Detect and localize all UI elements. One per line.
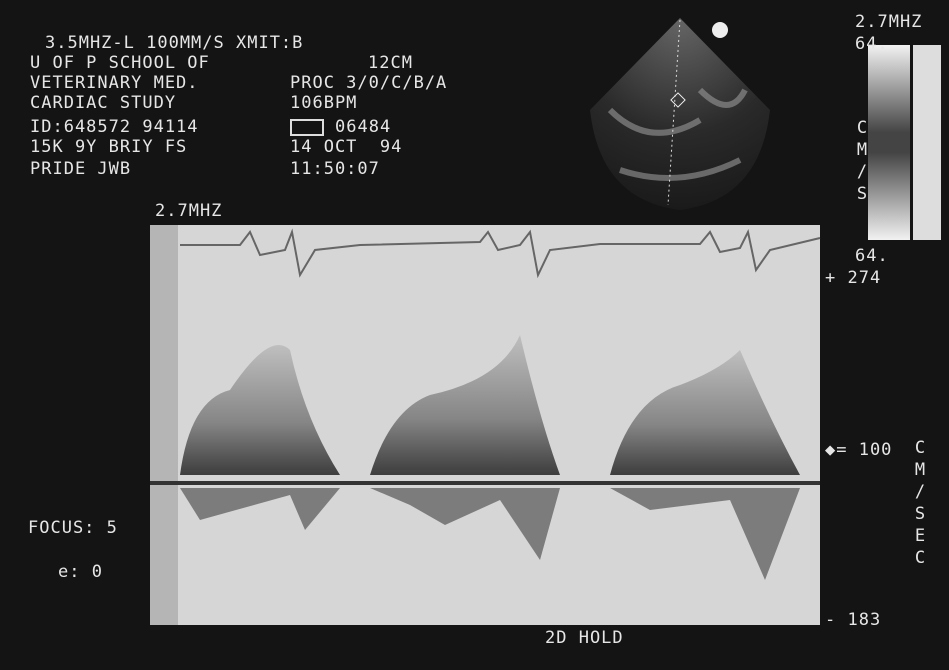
color-bar-ref xyxy=(913,45,941,240)
scale-unit: CM/SEC xyxy=(910,438,930,570)
focus-setting: FOCUS: 5 xyxy=(28,518,118,538)
color-bar xyxy=(868,45,910,240)
header-line: 15K 9Y BRIY FS xyxy=(30,137,187,157)
color-unit: CM/S xyxy=(852,118,872,206)
header-line: 3.5MHZ-L 100MM/S XMIT:B xyxy=(45,33,303,53)
header-line: CARDIAC STUDY xyxy=(30,93,176,113)
ultrasound-screen: 3.5MHZ-L 100MM/S XMIT:B U OF P SCHOOL OF… xyxy=(0,0,949,670)
color-bottom: 64. xyxy=(855,246,889,266)
panel-strip xyxy=(150,225,178,625)
header-line: U OF P SCHOOL OF xyxy=(30,53,210,73)
header-line: 106BPM xyxy=(290,93,357,113)
tape-icon xyxy=(290,119,324,136)
scale-bottom: - 183 xyxy=(825,610,881,630)
status: 2D HOLD xyxy=(545,628,624,648)
e-setting: e: 0 xyxy=(58,562,103,582)
color-top: 64. xyxy=(855,34,889,54)
header-line: 14 OCT 94 xyxy=(290,137,402,157)
color-frequency: 2.7MHZ xyxy=(855,12,922,32)
header-line: VETERINARY MED. xyxy=(30,73,199,93)
header-line: PRIDE JWB xyxy=(30,159,131,179)
scale-mid: ◆= 100 xyxy=(825,440,892,460)
scale-top: + 274 xyxy=(825,268,881,288)
marker-dot xyxy=(712,22,728,38)
header-line: PROC 3/0/C/B/A xyxy=(290,73,447,93)
header-line: ID:648572 94114 xyxy=(30,117,199,137)
doppler-frequency: 2.7MHZ xyxy=(155,201,222,221)
header-line: 06484 xyxy=(335,117,391,137)
header-line: 12CM xyxy=(368,53,413,73)
header-line: 11:50:07 xyxy=(290,159,380,179)
